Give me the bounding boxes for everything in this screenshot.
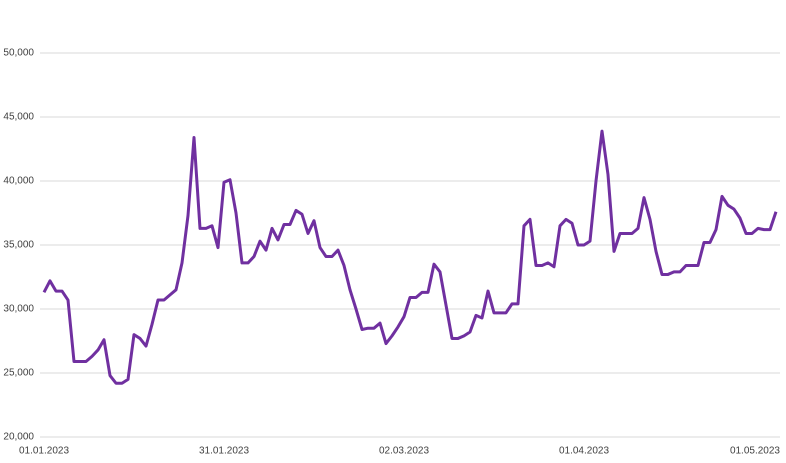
y-tick-label: 20,000 (3, 432, 34, 443)
y-tick-label: 25,000 (3, 368, 34, 379)
data-line (42, 129, 778, 385)
x-tick-label: 01.05.2023 (730, 446, 780, 457)
x-tick-label: 31.01.2023 (199, 446, 249, 457)
x-tick-label: 01.04.2023 (559, 446, 609, 457)
x-tick-label: 01.01.2023 (19, 446, 69, 457)
x-tick-label: 02.03.2023 (379, 446, 429, 457)
y-tick-label: 30,000 (3, 304, 34, 315)
y-tick-label: 40,000 (3, 176, 34, 187)
y-tick-label: 50,000 (3, 48, 34, 59)
y-tick-label: 35,000 (3, 240, 34, 251)
y-tick-label: 45,000 (3, 112, 34, 123)
